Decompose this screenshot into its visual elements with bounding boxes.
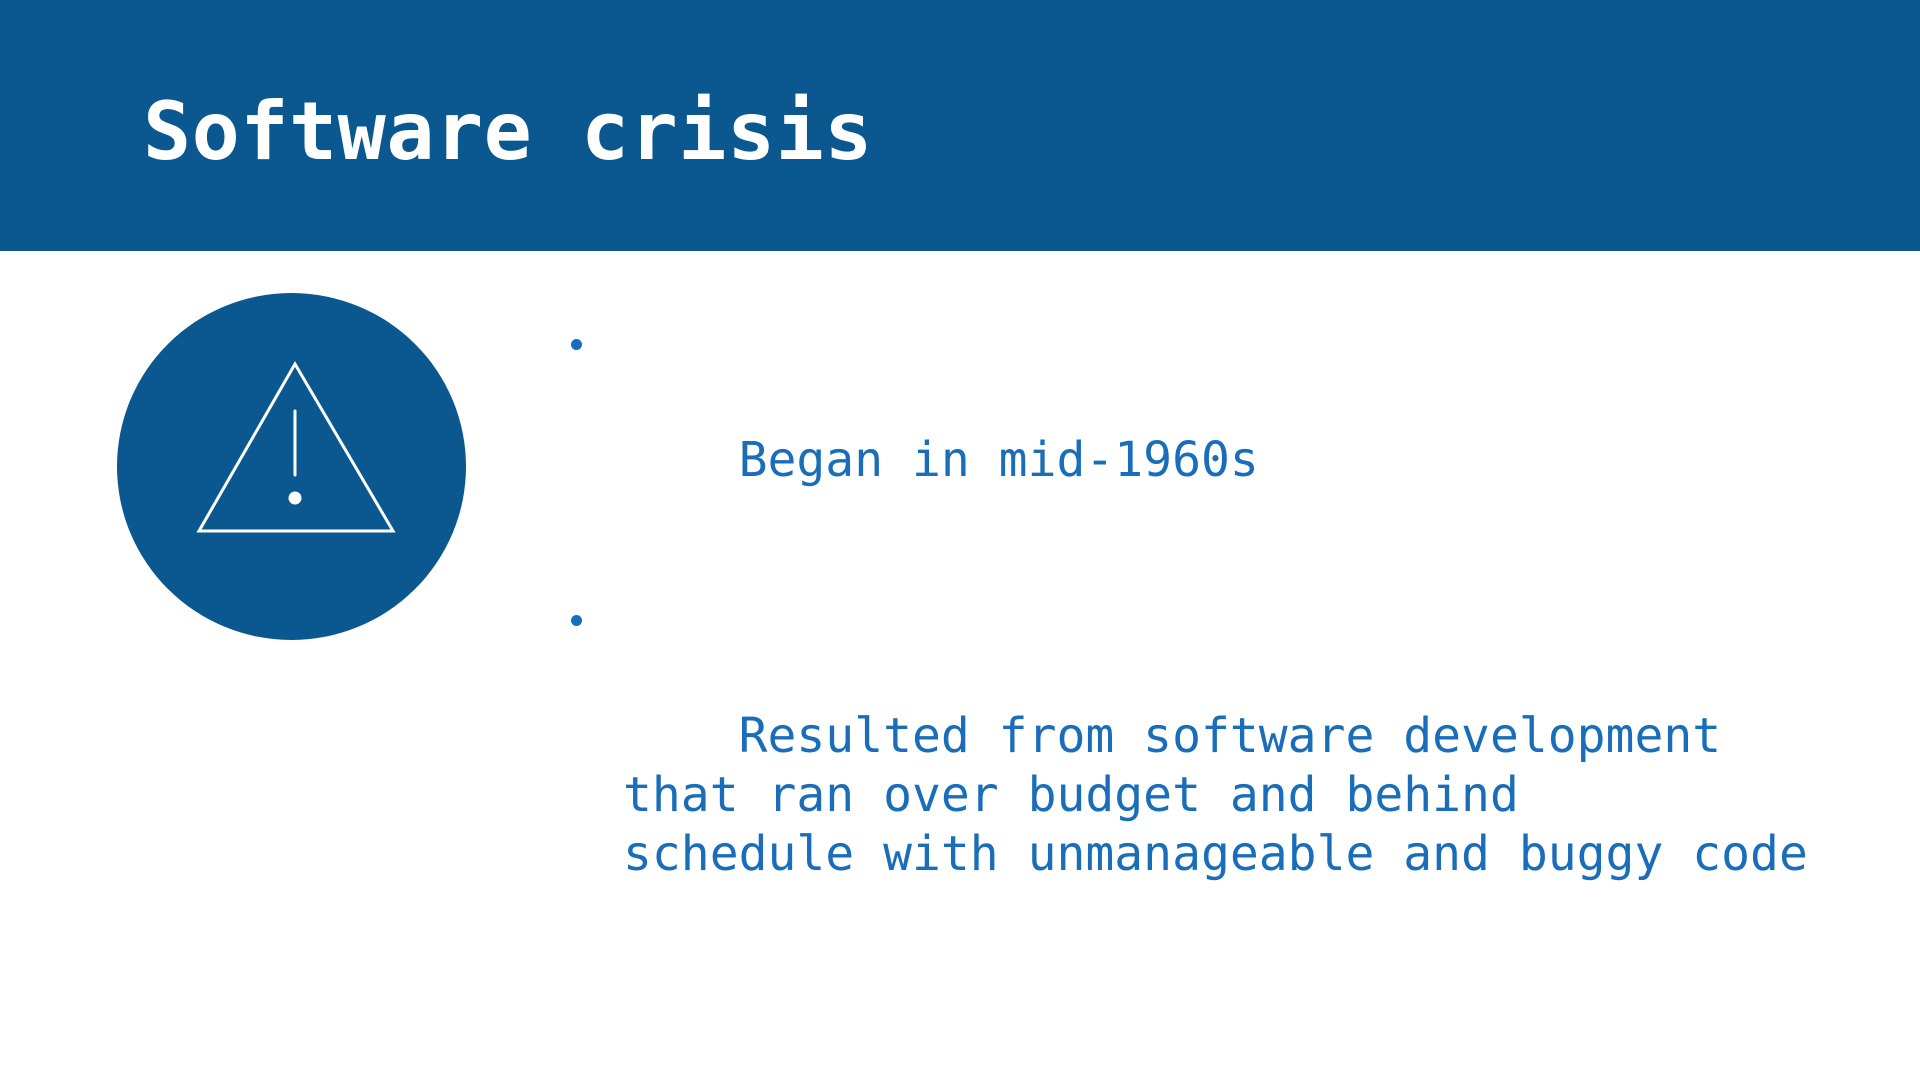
warning-exclamation-dot <box>288 491 302 505</box>
bullet-list: Began in mid-1960s Resulted from softwar… <box>563 313 1883 943</box>
warning-triangle-icon <box>196 361 396 533</box>
bullet-dot <box>571 615 582 626</box>
bullet-dot <box>571 339 582 350</box>
warning-circle-badge <box>117 293 466 640</box>
bullet-item: Began in mid-1960s <box>563 313 1883 549</box>
slide-header: Software crisis <box>0 0 1920 251</box>
icon-circle-background <box>117 293 466 640</box>
slide-title: Software crisis <box>143 85 873 178</box>
bullet-text: Resulted from software development that … <box>623 708 1808 882</box>
bullet-text: Began in mid-1960s <box>738 432 1259 488</box>
bullet-item: Resulted from software development that … <box>563 589 1883 943</box>
